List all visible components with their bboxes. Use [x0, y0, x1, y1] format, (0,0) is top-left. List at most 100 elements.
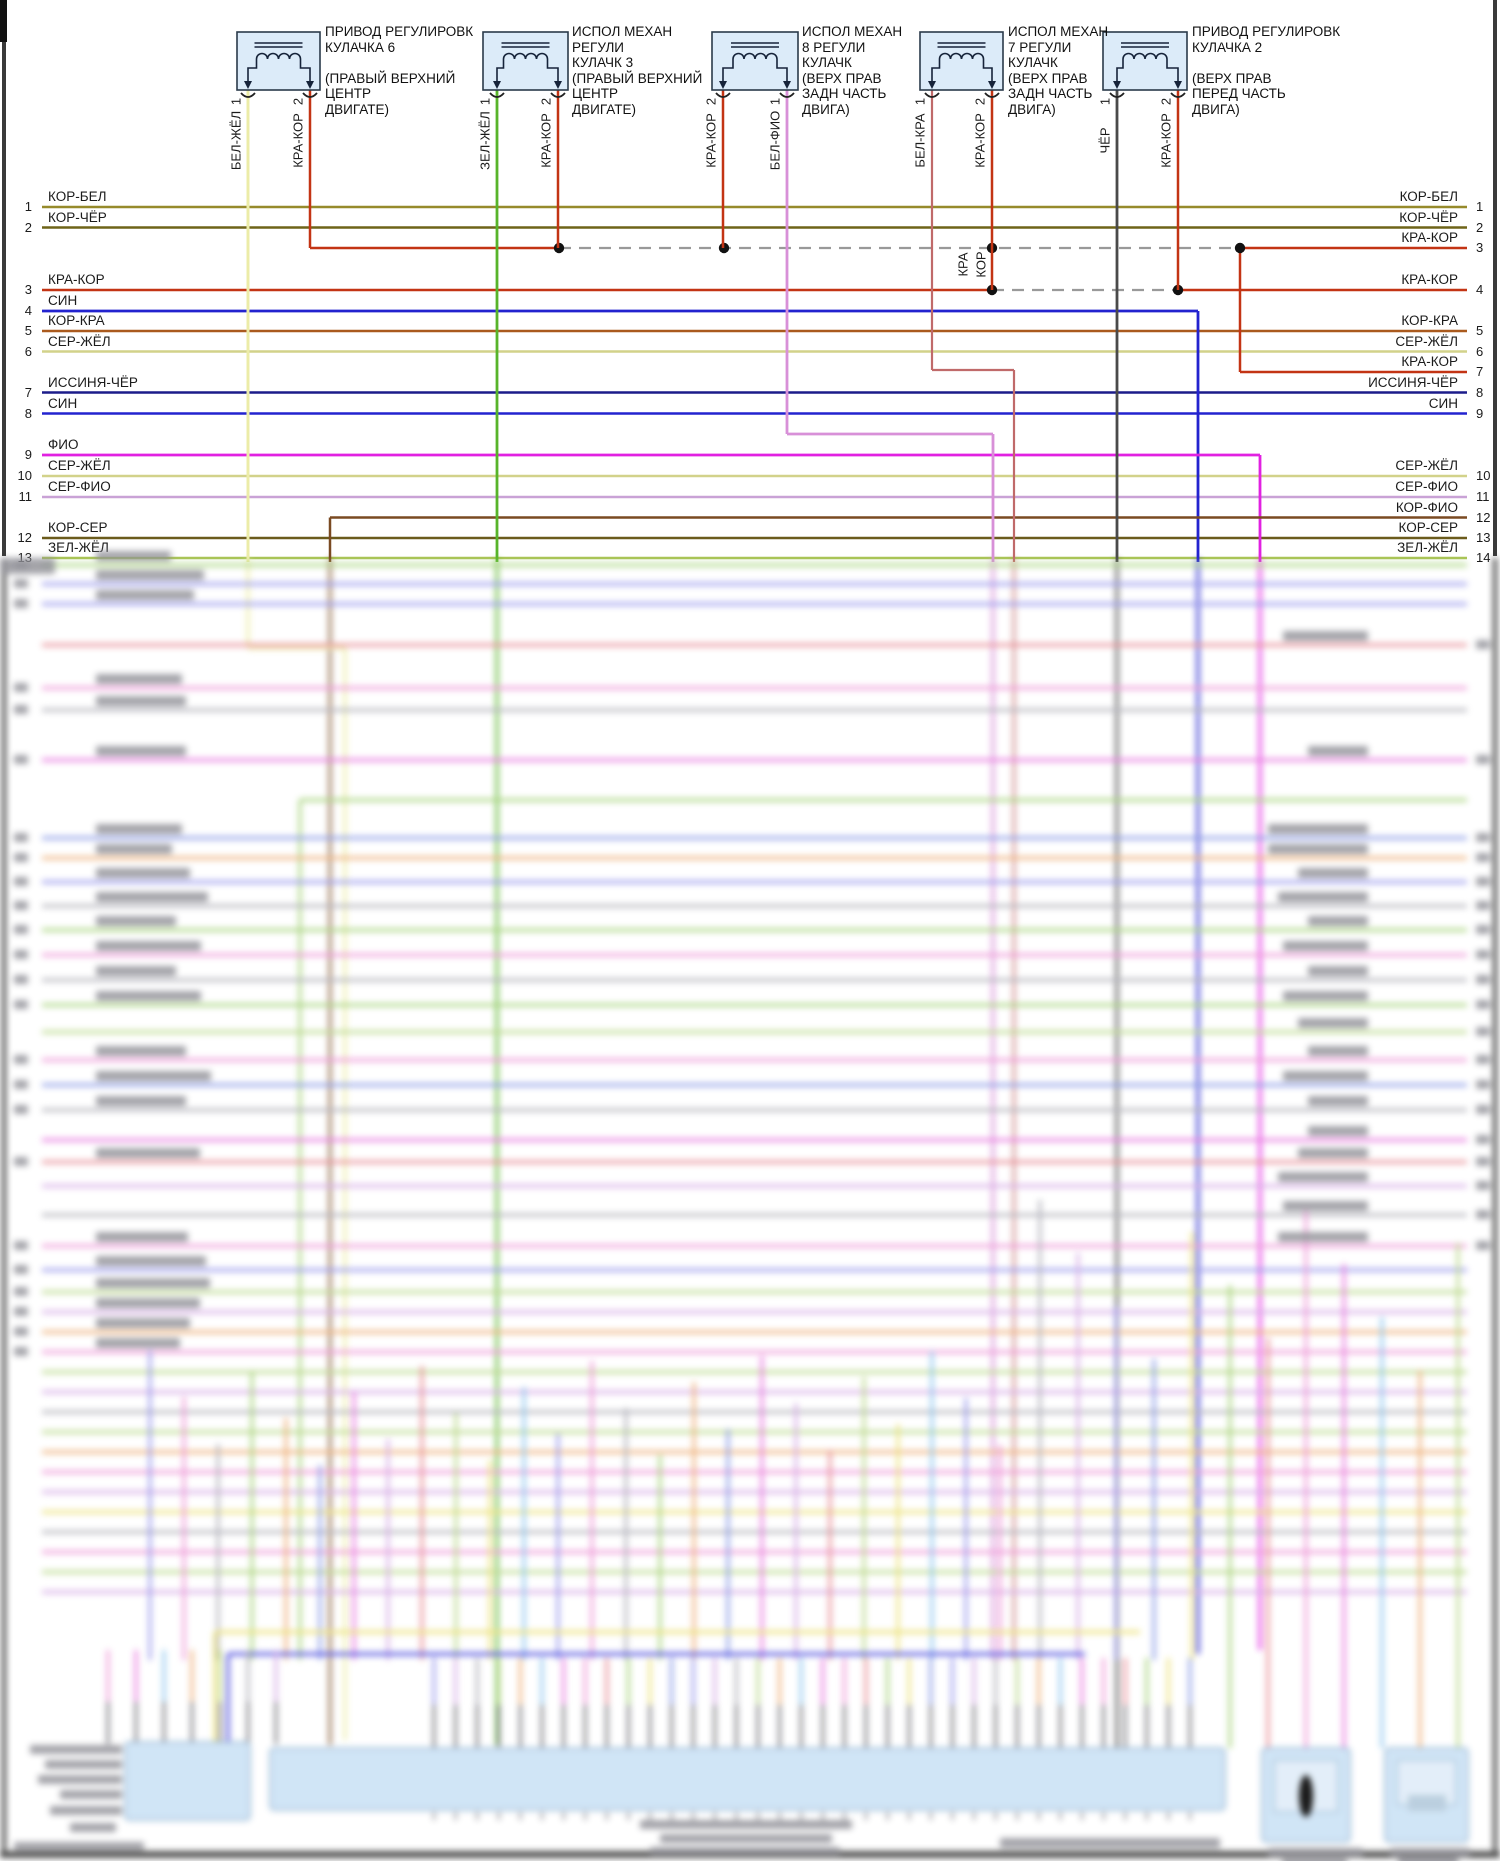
coil-winding-icon	[732, 52, 778, 60]
blurred-label	[96, 590, 194, 600]
blurred-row-number	[1476, 1157, 1490, 1166]
row-number: 10	[1476, 468, 1491, 483]
connector-title-line: ЗАДН ЧАСТЬ	[802, 86, 887, 101]
blurred-row-number	[14, 950, 28, 959]
blurred-text	[45, 1760, 122, 1769]
wire-row-label: ИССИНЯ-ЧЁР	[48, 374, 138, 390]
connector-title-line: КУЛАЧКА 2	[1192, 39, 1263, 55]
blurred-text	[38, 1775, 122, 1784]
pin-socket-icon	[924, 92, 940, 98]
blurred-row-number	[1476, 1241, 1490, 1250]
arrow-down-icon	[1174, 81, 1182, 89]
blurred-text	[640, 1820, 852, 1829]
row-number: 11	[18, 489, 33, 504]
blurred-row-number	[1476, 833, 1490, 842]
blurred-row-number	[1476, 1210, 1490, 1219]
blurred-row-number	[1476, 1181, 1490, 1190]
blurred-row-number	[14, 705, 28, 714]
blurred-row-number	[1476, 925, 1490, 934]
blurred-label	[1298, 1018, 1368, 1028]
coil-lead	[247, 59, 258, 83]
connector-title-line: КУЛАЧК	[1008, 55, 1058, 70]
wire-row-label: СЕР-ЖЁЛ	[48, 333, 111, 349]
blurred-label	[1283, 631, 1368, 641]
connector-title-line: ПРИВОД РЕГУЛИРОВК	[325, 24, 474, 39]
wire-row-label: ЗЕЛ-ЖЁЛ	[48, 540, 109, 555]
arrow-down-icon	[493, 81, 501, 89]
pin-wire-label: ЗЕЛ-ЖЁЛ	[477, 111, 493, 170]
page-border-right	[1493, 0, 1497, 556]
blurred-row-number	[14, 925, 28, 934]
wire-row-label: КОР-БЕЛ	[1399, 189, 1458, 204]
wire-row-label: СИН	[48, 395, 78, 411]
blurred-row-number	[14, 1327, 28, 1336]
connector-title-line: ПРИВОД РЕГУЛИРОВК	[1192, 24, 1341, 39]
connector-title-line: (ВЕРХ ПРАВ	[802, 70, 882, 86]
wire-row-label: СЕР-ЖЁЛ	[1395, 458, 1458, 473]
blurred-label	[96, 892, 208, 902]
blurred-row-number	[14, 1105, 28, 1114]
blurred-text	[1268, 1848, 1363, 1857]
blurred-text	[650, 1847, 840, 1855]
row-number: 12	[1476, 509, 1491, 525]
blurred-label	[1308, 1126, 1368, 1136]
connector-title-line: ИСПОЛ МЕХАН	[802, 24, 903, 39]
coil-lead	[722, 59, 734, 83]
connector-title-line: КУЛАЧКА 6	[325, 39, 396, 55]
blur-component-icon	[1299, 1775, 1313, 1817]
connector-title: ПРИВОД РЕГУЛИРОВК КУЛАЧКА 6 (ПРАВЫЙ ВЕРХНИ…	[325, 24, 475, 117]
blurred-label	[96, 916, 176, 926]
coil-lead	[299, 59, 311, 83]
pin-socket-icon	[240, 92, 256, 98]
pin-socket-icon	[984, 92, 1000, 98]
row-number: 3	[1476, 240, 1484, 255]
blurred-label	[96, 1318, 190, 1328]
blurred-label	[96, 1096, 186, 1106]
blurred-row-number	[14, 1080, 28, 1089]
connector-title-line: ДВИГАТЕ)	[325, 101, 389, 117]
wire-row-label: СИН	[48, 293, 78, 308]
blurred-label	[96, 966, 176, 976]
wire-row-label: КОР-СЕР	[48, 520, 108, 535]
connector-title: ИСПОЛ МЕХАН РЕГУЛИ КУЛАЧК 3 (ПРАВЫЙ ВЕРХНИЙ…	[572, 24, 722, 117]
connector-symbol	[1102, 31, 1188, 98]
coil-winding-icon	[255, 52, 302, 60]
wire-row-label: КОР-ФИО	[1395, 499, 1458, 515]
pin-socket-icon	[779, 92, 795, 98]
wire-row-label: КОР-КРА	[1401, 313, 1458, 328]
wire-row-label: КОР-ЧЁР	[1399, 209, 1458, 225]
row-number: 7	[1476, 364, 1484, 379]
blurred-text	[0, 558, 55, 574]
row-number: 2	[1476, 219, 1484, 235]
coil-lead	[546, 59, 559, 83]
blurred-row-number	[14, 1055, 28, 1064]
blurred-label	[1298, 868, 1368, 878]
blurred-label	[96, 746, 186, 756]
connector-title: ИСПОЛ МЕХАН 7 РЕГУЛИ КУЛАЧК (ВЕРХ ПРАВ ЗАДН …	[1008, 24, 1158, 117]
blurred-label	[96, 941, 201, 951]
blurred-label	[96, 1338, 180, 1348]
blurred-label	[96, 868, 190, 878]
blurred-row-number	[14, 833, 28, 842]
pin-wire-label: КРА-КОР	[1158, 113, 1174, 168]
wire-row-label: ЗЕЛ-ЖЁЛ	[1397, 540, 1458, 555]
connector-title-line: ЗАДН ЧАСТЬ	[1008, 86, 1093, 101]
pin-socket-icon	[489, 92, 505, 98]
row-number: 9	[1476, 405, 1484, 421]
blurred-text	[60, 1790, 122, 1799]
blurred-row-number	[14, 1287, 28, 1296]
blur-content	[0, 558, 1500, 1858]
connector-title-line: 8 РЕГУЛИ	[802, 39, 866, 55]
row-number: 4	[24, 303, 32, 318]
blurred-text	[1282, 1859, 1347, 1861]
blurred-label	[96, 824, 182, 834]
arrow-down-icon	[719, 81, 727, 89]
blurred-row-number	[1476, 975, 1490, 984]
wire-row-label: СЕР-ФИО	[1395, 479, 1458, 494]
coil-lead	[496, 59, 505, 83]
blurred-row-number	[1476, 640, 1490, 649]
pin-wire-label: ЧЁР	[1097, 127, 1113, 154]
blurred-text	[50, 1806, 122, 1815]
blurred-label	[1308, 966, 1368, 976]
blurred-row-number	[14, 1157, 28, 1166]
